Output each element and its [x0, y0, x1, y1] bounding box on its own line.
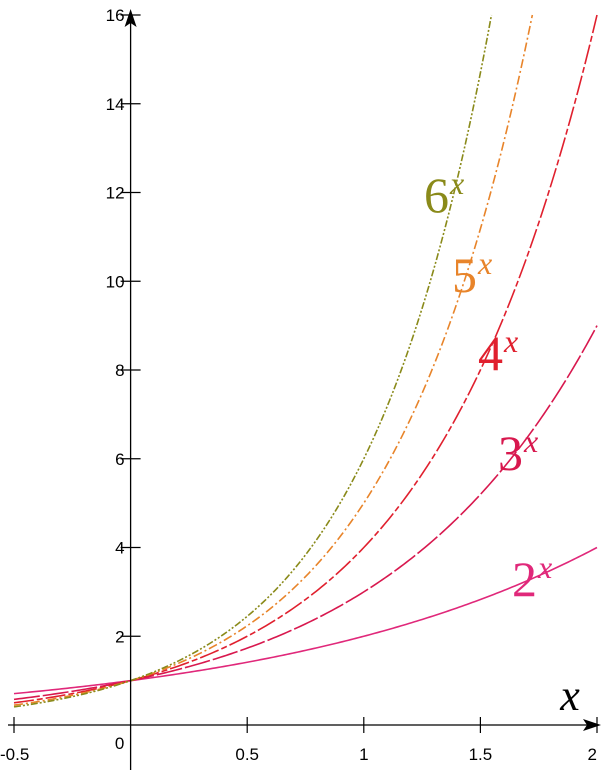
y-tick-label: 8 — [115, 361, 124, 380]
curve-label-exponent: x — [537, 549, 552, 585]
y-tick-label: 4 — [115, 539, 124, 558]
series-line-3x — [13, 325, 598, 701]
y-tick-label: 2 — [115, 627, 124, 646]
x-tick-label: 0.5 — [235, 745, 259, 764]
curve-label-base: 5 — [452, 247, 477, 303]
y-tick-label: 12 — [106, 184, 125, 203]
axes: -0.5 0 0.5 1 1.5 2 2 4 6 8 10 12 14 16 x — [0, 6, 601, 770]
curve-label-exponent: x — [449, 165, 464, 201]
x-tick-label: -0.5 — [0, 745, 29, 764]
curve-label-base: 6 — [424, 167, 449, 223]
series-line-5x — [13, 14, 534, 706]
y-tick-label: 14 — [106, 95, 125, 114]
y-tick-label: 6 — [115, 450, 124, 469]
curve-label-base: 4 — [478, 325, 503, 381]
curve-label-base: 2 — [512, 551, 537, 607]
curve-label-2x: 2x — [512, 549, 552, 607]
x-axis-arrow — [583, 719, 601, 731]
series-line-4x — [13, 14, 598, 704]
curve-label-exponent: x — [503, 323, 518, 359]
curve-label-exponent: x — [477, 245, 492, 281]
curve-label-4x: 4x — [478, 323, 518, 381]
x-tick-label: 2 — [588, 745, 597, 764]
series-curves — [13, 14, 598, 708]
x-axis-title: x — [559, 671, 580, 720]
x-tick-label: 0 — [115, 734, 124, 753]
y-tick-label: 16 — [106, 6, 125, 25]
x-tick-label: 1 — [359, 745, 368, 764]
curve-label-base: 3 — [498, 425, 523, 481]
curve-label-5x: 5x — [452, 245, 492, 303]
x-tick-label: 1.5 — [469, 745, 493, 764]
curve-label-6x: 6x — [424, 165, 464, 223]
y-tick-label: 10 — [106, 272, 125, 291]
curve-label-exponent: x — [523, 423, 538, 459]
series-line-2x — [13, 546, 598, 695]
curve-label-3x: 3x — [498, 423, 538, 481]
y-axis-arrow — [124, 9, 137, 27]
series-line-6x — [13, 14, 493, 708]
